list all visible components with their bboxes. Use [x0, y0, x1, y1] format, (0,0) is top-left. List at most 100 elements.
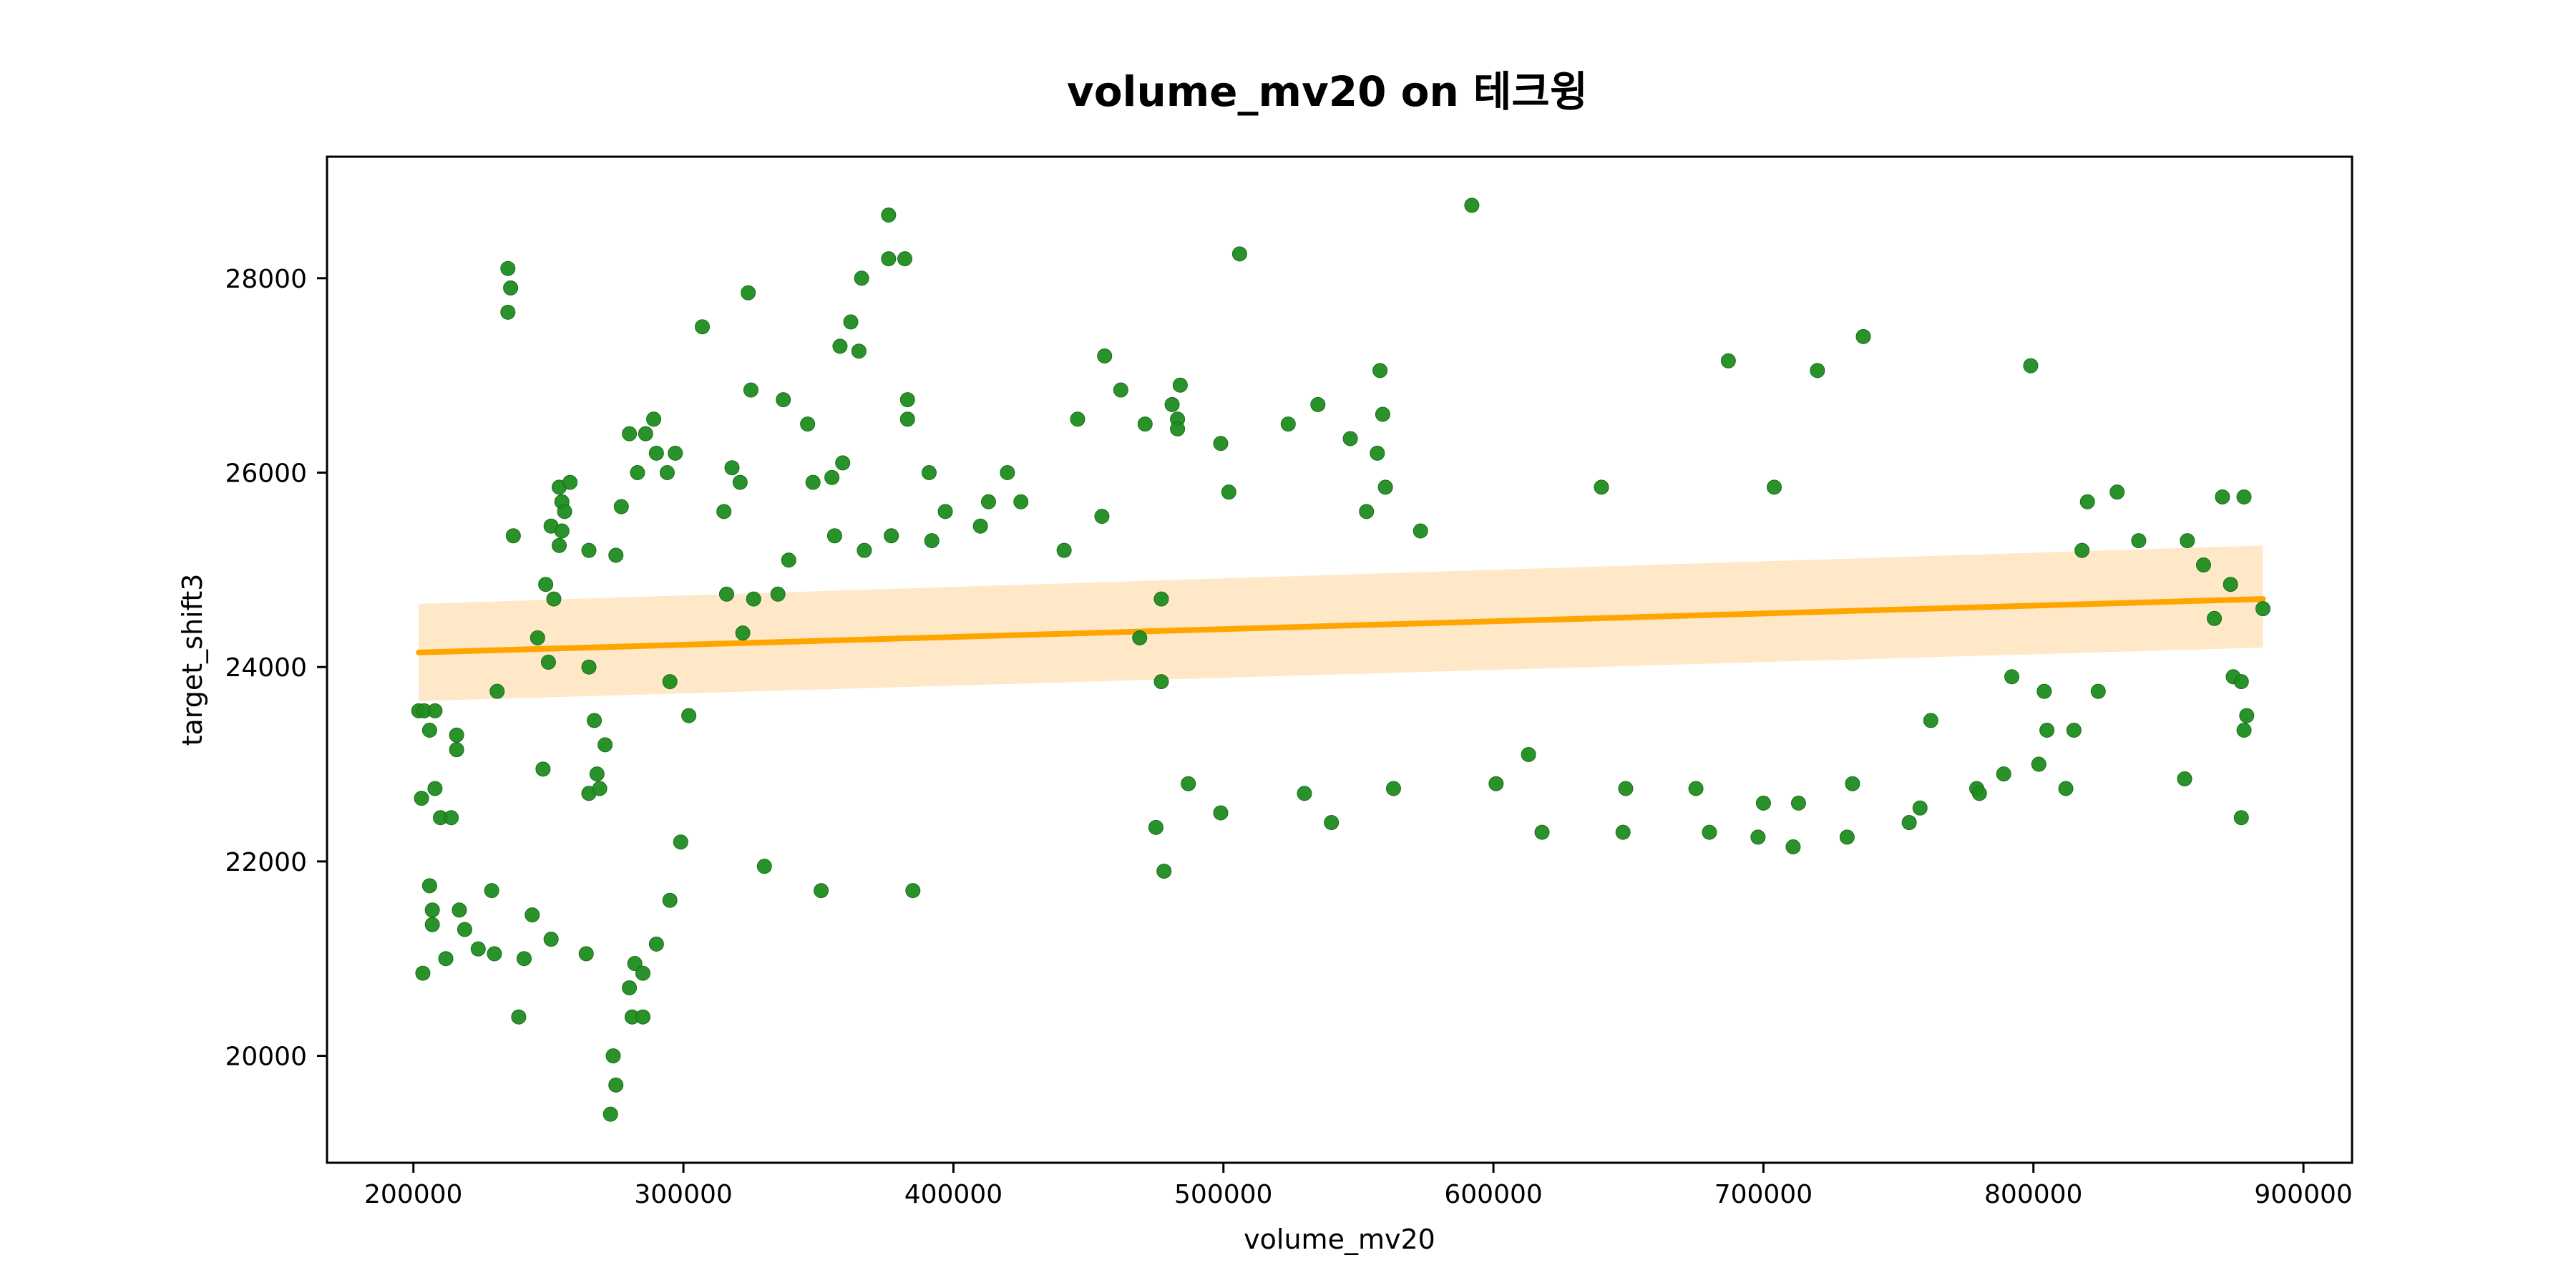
- data-point: [1767, 479, 1782, 495]
- x-tick-label: 200000: [364, 1180, 462, 1209]
- x-tick-label: 400000: [904, 1180, 1002, 1209]
- data-point: [2079, 494, 2095, 509]
- data-point: [1618, 781, 1634, 796]
- data-point: [826, 528, 842, 544]
- data-point: [694, 319, 710, 335]
- data-point: [662, 674, 678, 690]
- data-point: [2255, 601, 2270, 617]
- data-point: [452, 902, 467, 918]
- data-point: [1594, 479, 1609, 495]
- data-point: [681, 708, 697, 723]
- data-point: [444, 810, 459, 826]
- data-point: [1153, 674, 1169, 690]
- data-point: [1488, 776, 1504, 791]
- data-point: [1056, 542, 1072, 558]
- data-point: [805, 474, 821, 490]
- data-point: [732, 474, 748, 490]
- data-point: [2074, 542, 2090, 558]
- data-point: [832, 338, 848, 354]
- data-point: [1097, 348, 1113, 364]
- data-point: [924, 533, 940, 549]
- data-point: [581, 659, 597, 675]
- data-point: [543, 932, 559, 947]
- data-point: [500, 260, 516, 276]
- data-point: [1172, 377, 1188, 393]
- data-point: [1839, 829, 1855, 845]
- data-point: [1377, 479, 1393, 495]
- data-point: [1310, 396, 1326, 412]
- x-tick-label: 600000: [1444, 1180, 1542, 1209]
- data-point: [562, 474, 578, 490]
- data-point: [857, 542, 872, 558]
- data-point: [897, 251, 912, 267]
- data-point: [781, 552, 796, 568]
- data-point: [1702, 824, 1717, 840]
- data-point: [470, 941, 486, 957]
- data-point: [2207, 610, 2223, 626]
- data-point: [1521, 746, 1536, 762]
- data-point: [2109, 484, 2125, 500]
- data-point: [638, 426, 653, 441]
- data-point: [648, 445, 664, 461]
- data-point: [1912, 800, 1928, 816]
- data-point: [581, 542, 597, 558]
- data-point: [2239, 708, 2255, 723]
- data-point: [756, 859, 772, 874]
- data-point: [530, 630, 545, 645]
- data-point: [1750, 829, 1766, 845]
- data-point: [800, 416, 816, 432]
- data-point: [2233, 674, 2249, 690]
- data-point: [587, 713, 602, 728]
- data-point: [597, 737, 613, 753]
- plot-frame: [326, 155, 2353, 1164]
- data-point: [899, 392, 915, 408]
- data-point: [1615, 824, 1631, 840]
- data-point: [2031, 756, 2046, 772]
- data-point: [735, 625, 751, 641]
- x-axis-label: volume_mv20: [1244, 1224, 1435, 1255]
- data-point: [1901, 815, 1917, 831]
- data-point: [1534, 824, 1550, 840]
- data-point: [1720, 353, 1736, 369]
- data-point: [972, 518, 988, 534]
- data-point: [557, 504, 572, 519]
- data-point: [743, 382, 758, 398]
- data-point: [2236, 722, 2252, 738]
- x-axis-ticks: 200000 300000 400000 500000 600000 700000 8000…: [364, 1163, 2353, 1209]
- data-point: [921, 464, 937, 480]
- data-point: [552, 537, 567, 553]
- data-point: [2131, 533, 2147, 549]
- data-point: [1221, 484, 1236, 500]
- data-point: [554, 523, 570, 539]
- data-point: [814, 883, 829, 899]
- data-point: [2215, 489, 2230, 504]
- x-tick-label: 800000: [1984, 1180, 2082, 1209]
- data-point: [881, 251, 897, 267]
- data-point: [516, 951, 532, 967]
- data-point: [635, 1009, 650, 1025]
- data-point: [843, 314, 859, 330]
- data-point: [1280, 416, 1296, 432]
- data-point: [2195, 557, 2211, 573]
- y-tick-label: 28000: [225, 265, 307, 294]
- data-point: [1790, 795, 1806, 811]
- data-point: [2066, 722, 2082, 738]
- data-point: [659, 464, 675, 480]
- data-point: [415, 965, 431, 981]
- y-tick-label: 22000: [225, 848, 307, 877]
- data-point: [824, 469, 840, 485]
- data-point: [2023, 358, 2039, 374]
- data-point: [1000, 464, 1015, 480]
- x-tick-label: 300000: [634, 1180, 732, 1209]
- data-point: [1181, 776, 1196, 791]
- data-point: [505, 528, 521, 544]
- data-point: [646, 411, 662, 427]
- y-tick-label: 26000: [225, 459, 307, 488]
- data-point: [1413, 523, 1428, 539]
- data-point: [608, 547, 624, 563]
- data-point: [1213, 805, 1229, 821]
- data-point: [1464, 197, 1480, 213]
- data-point: [1996, 766, 2011, 782]
- regression-line: [416, 596, 2266, 655]
- data-point: [1113, 382, 1128, 398]
